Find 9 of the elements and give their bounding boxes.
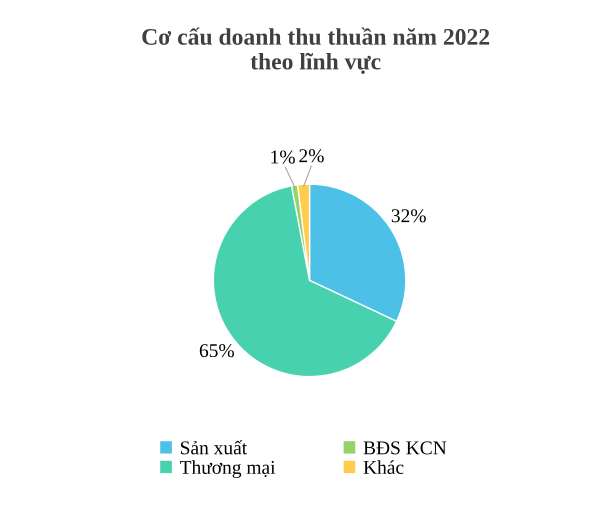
legend-label: BĐS KCN [364, 441, 446, 454]
data-label: 32% [392, 209, 426, 222]
legend-label: Thương mại [180, 460, 276, 478]
chart-title: Cơ cấu doanh thu thuần năm 2022 theo lĩnh vực [142, 27, 490, 74]
data-label: 2% [299, 149, 324, 162]
data-label: 65% [200, 344, 234, 358]
data-label: 1% [271, 150, 295, 164]
legend-label: Khác [364, 460, 404, 474]
legend-label: Sản xuất [180, 440, 248, 454]
